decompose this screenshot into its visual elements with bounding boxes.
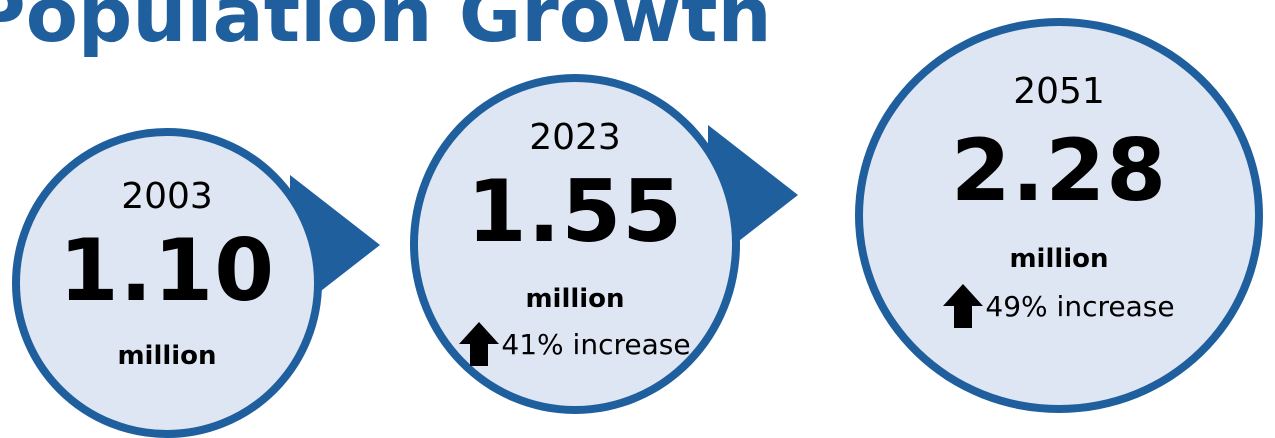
bubble-increase: 41% increase [501,327,691,361]
bubble-unit: million [117,341,217,371]
up-arrow-icon [459,322,500,366]
bubble-2023: 2023 1.55 million 41% increase [410,74,740,414]
bubble-year: 2003 [121,176,213,217]
bubble-value: 1.10 [58,221,276,321]
bubble-2051: 2051 2.28 million 49% increase [855,18,1263,413]
bubble-unit: million [1009,244,1109,274]
bubble-2003: 2003 1.10 million [12,128,322,438]
bubble-value: 2.28 [950,121,1168,221]
page-title: Population Growth [0,0,772,59]
bubble-increase-row: 41% increase [418,322,732,366]
up-arrow-icon [943,284,984,328]
bubble-increase: 49% increase [985,289,1175,323]
bubble-year: 2023 [529,117,621,158]
bubble-unit: million [525,284,625,314]
bubble-value: 1.55 [466,162,684,262]
bubble-increase-row: 49% increase [863,284,1255,328]
bubble-year: 2051 [1013,71,1105,112]
